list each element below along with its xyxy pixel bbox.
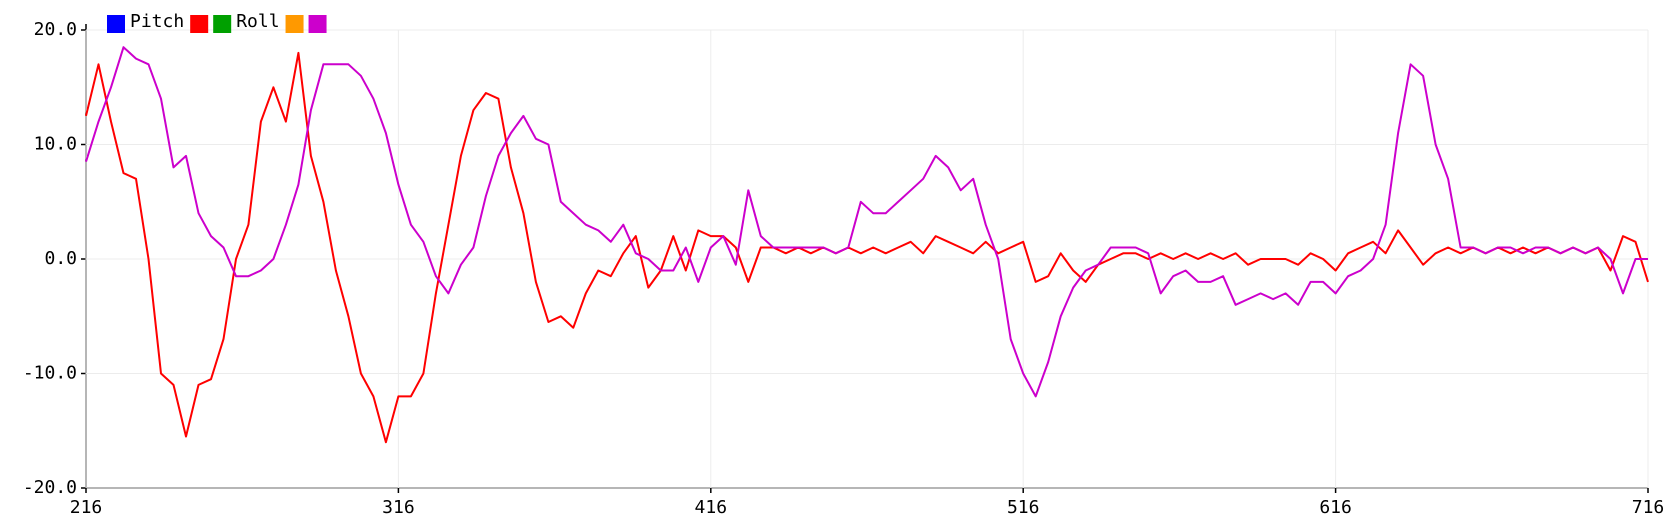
legend-swatch (190, 15, 209, 33)
data-line (85, 46, 1648, 398)
x-tick-label: 516 (1007, 497, 1040, 518)
x-tick-label: 416 (695, 497, 728, 518)
legend-swatch (308, 15, 327, 33)
y-tick-label: 10.0 (34, 134, 77, 155)
y-tick-label: 20.0 (34, 19, 77, 40)
legend-swatch (285, 15, 304, 33)
legend-label: Pitch (130, 11, 184, 32)
x-tick-label: 616 (1319, 497, 1352, 518)
legend-swatch (107, 15, 125, 33)
x-tick-label: 316 (382, 497, 415, 518)
y-tick-label: 0.0 (44, 248, 77, 269)
y-tick-label: -10.0 (23, 363, 77, 384)
data-line (85, 51, 1649, 444)
legend-label: Roll (236, 11, 279, 32)
legend-swatch (213, 15, 232, 33)
x-tick-label: 716 (1632, 497, 1665, 518)
x-tick-label: 216 (70, 497, 103, 518)
y-tick-label: -20.0 (23, 477, 77, 498)
